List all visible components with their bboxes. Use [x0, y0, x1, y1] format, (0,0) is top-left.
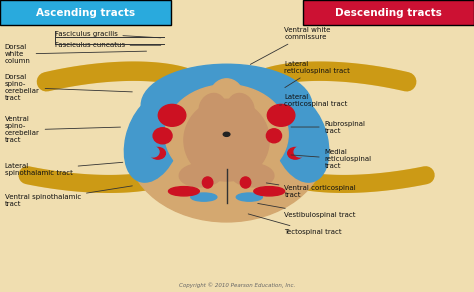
Ellipse shape — [179, 164, 222, 187]
Ellipse shape — [294, 147, 306, 157]
Ellipse shape — [191, 193, 217, 201]
Ellipse shape — [199, 93, 226, 123]
Text: Fasciculus gracilis: Fasciculus gracilis — [55, 31, 161, 38]
Ellipse shape — [236, 193, 263, 201]
Ellipse shape — [165, 85, 288, 184]
Text: Dorsal
spino-
cerebellar
tract: Dorsal spino- cerebellar tract — [5, 74, 132, 101]
Ellipse shape — [169, 187, 199, 196]
Ellipse shape — [231, 164, 274, 187]
Text: Fasciculus cuneatus: Fasciculus cuneatus — [55, 42, 161, 48]
Ellipse shape — [271, 95, 329, 182]
Ellipse shape — [228, 93, 254, 123]
Ellipse shape — [240, 177, 251, 188]
Text: Tectospinal tract: Tectospinal tract — [248, 214, 342, 235]
Text: Medial
reticulospinal
tract: Medial reticulospinal tract — [291, 149, 372, 169]
Text: Ventral white
commissure: Ventral white commissure — [250, 27, 331, 64]
FancyBboxPatch shape — [303, 0, 474, 25]
Ellipse shape — [153, 128, 172, 144]
Text: Lateral
spinothalamic tract: Lateral spinothalamic tract — [5, 162, 123, 176]
Text: Ventral corticospinal
tract: Ventral corticospinal tract — [266, 183, 356, 198]
Ellipse shape — [184, 99, 269, 181]
Ellipse shape — [124, 95, 182, 182]
Ellipse shape — [266, 129, 282, 143]
Text: Ventral spinothalamic
tract: Ventral spinothalamic tract — [5, 186, 132, 206]
FancyBboxPatch shape — [0, 0, 171, 25]
Text: Vestibulospinal tract: Vestibulospinal tract — [258, 204, 356, 218]
Ellipse shape — [254, 187, 284, 196]
Text: Ascending tracts: Ascending tracts — [36, 8, 135, 18]
Ellipse shape — [127, 70, 326, 222]
Ellipse shape — [141, 64, 312, 146]
Text: Descending tracts: Descending tracts — [335, 8, 442, 18]
Ellipse shape — [210, 79, 243, 114]
Ellipse shape — [158, 105, 186, 126]
Ellipse shape — [147, 147, 159, 157]
Text: Rubrospinal
tract: Rubrospinal tract — [291, 121, 365, 133]
Ellipse shape — [288, 147, 303, 159]
Circle shape — [223, 132, 230, 136]
Ellipse shape — [215, 187, 238, 196]
Text: Copyright © 2010 Pearson Education, Inc.: Copyright © 2010 Pearson Education, Inc. — [179, 282, 295, 288]
Text: Lateral
reticulospinal tract: Lateral reticulospinal tract — [284, 61, 350, 88]
Ellipse shape — [150, 147, 165, 159]
Text: Ventral
spino-
cerebellar
tract: Ventral spino- cerebellar tract — [5, 117, 120, 143]
Text: Dorsal
white
column: Dorsal white column — [5, 44, 146, 64]
Ellipse shape — [202, 177, 213, 188]
Text: Lateral
corticospinal tract: Lateral corticospinal tract — [280, 94, 348, 107]
Ellipse shape — [267, 105, 295, 126]
